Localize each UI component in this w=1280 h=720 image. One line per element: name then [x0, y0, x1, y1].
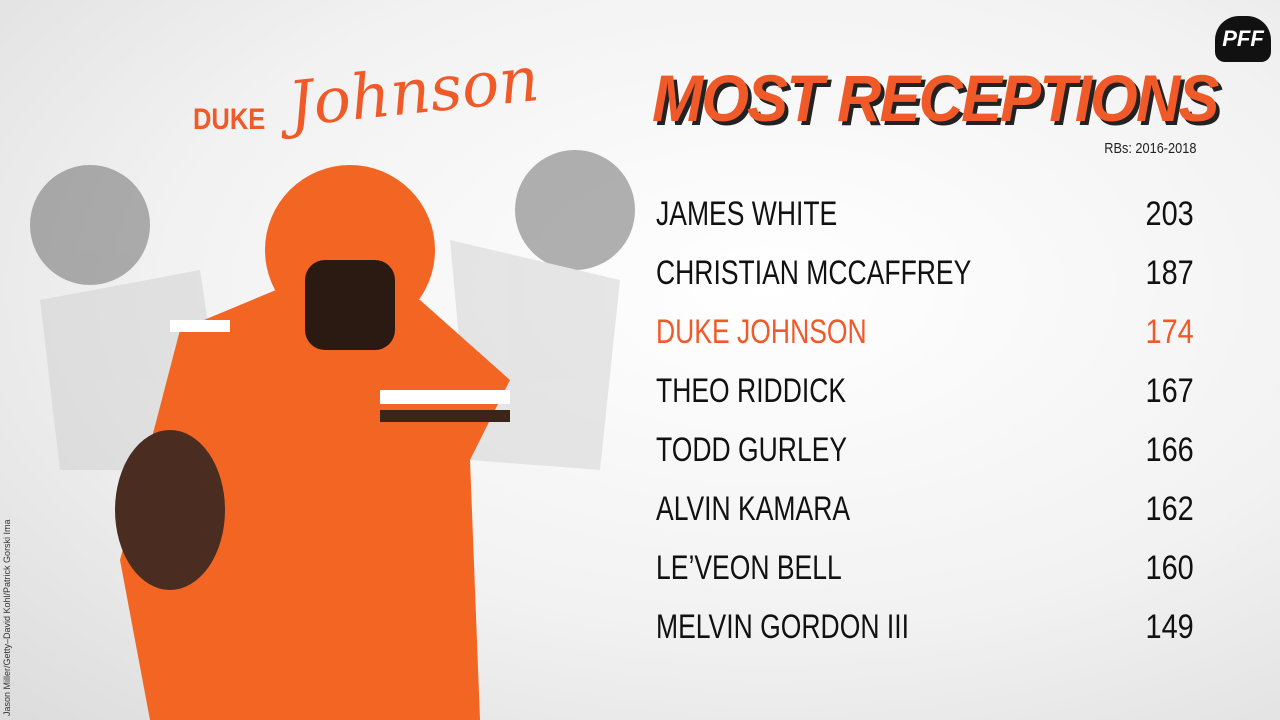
photo-credit: Jason Miller/Getty–David Kohl/Patrick Go…	[2, 519, 12, 716]
reception-count: 162	[1145, 490, 1194, 528]
player-name: MELVIN GORDON III	[656, 608, 909, 646]
player-art	[30, 150, 635, 720]
reception-count: 187	[1145, 254, 1194, 292]
player-name: DUKE JOHNSON	[656, 313, 867, 351]
player-name: THEO RIDDICK	[656, 372, 847, 410]
title: MOST RECEPTIONS	[652, 61, 1219, 135]
player-name: TODD GURLEY	[656, 431, 848, 469]
reception-count: 167	[1145, 372, 1194, 410]
reception-count: 149	[1145, 608, 1194, 646]
reception-count: 174	[1145, 313, 1194, 351]
reception-count: 160	[1145, 549, 1194, 587]
first-name: DUKE	[193, 103, 266, 136]
player-name: LE’VEON BELL	[656, 549, 842, 587]
main-player	[115, 165, 510, 720]
player-name: CHRISTIAN MCCAFFREY	[656, 254, 972, 292]
subtitle: RBs: 2016-2018	[1103, 140, 1196, 157]
player-name: ALVIN KAMARA	[656, 490, 851, 528]
reception-count: 166	[1145, 431, 1194, 469]
reception-count: 203	[1145, 195, 1194, 233]
player-name: JAMES WHITE	[656, 195, 838, 233]
logo: PFF	[1215, 16, 1271, 62]
